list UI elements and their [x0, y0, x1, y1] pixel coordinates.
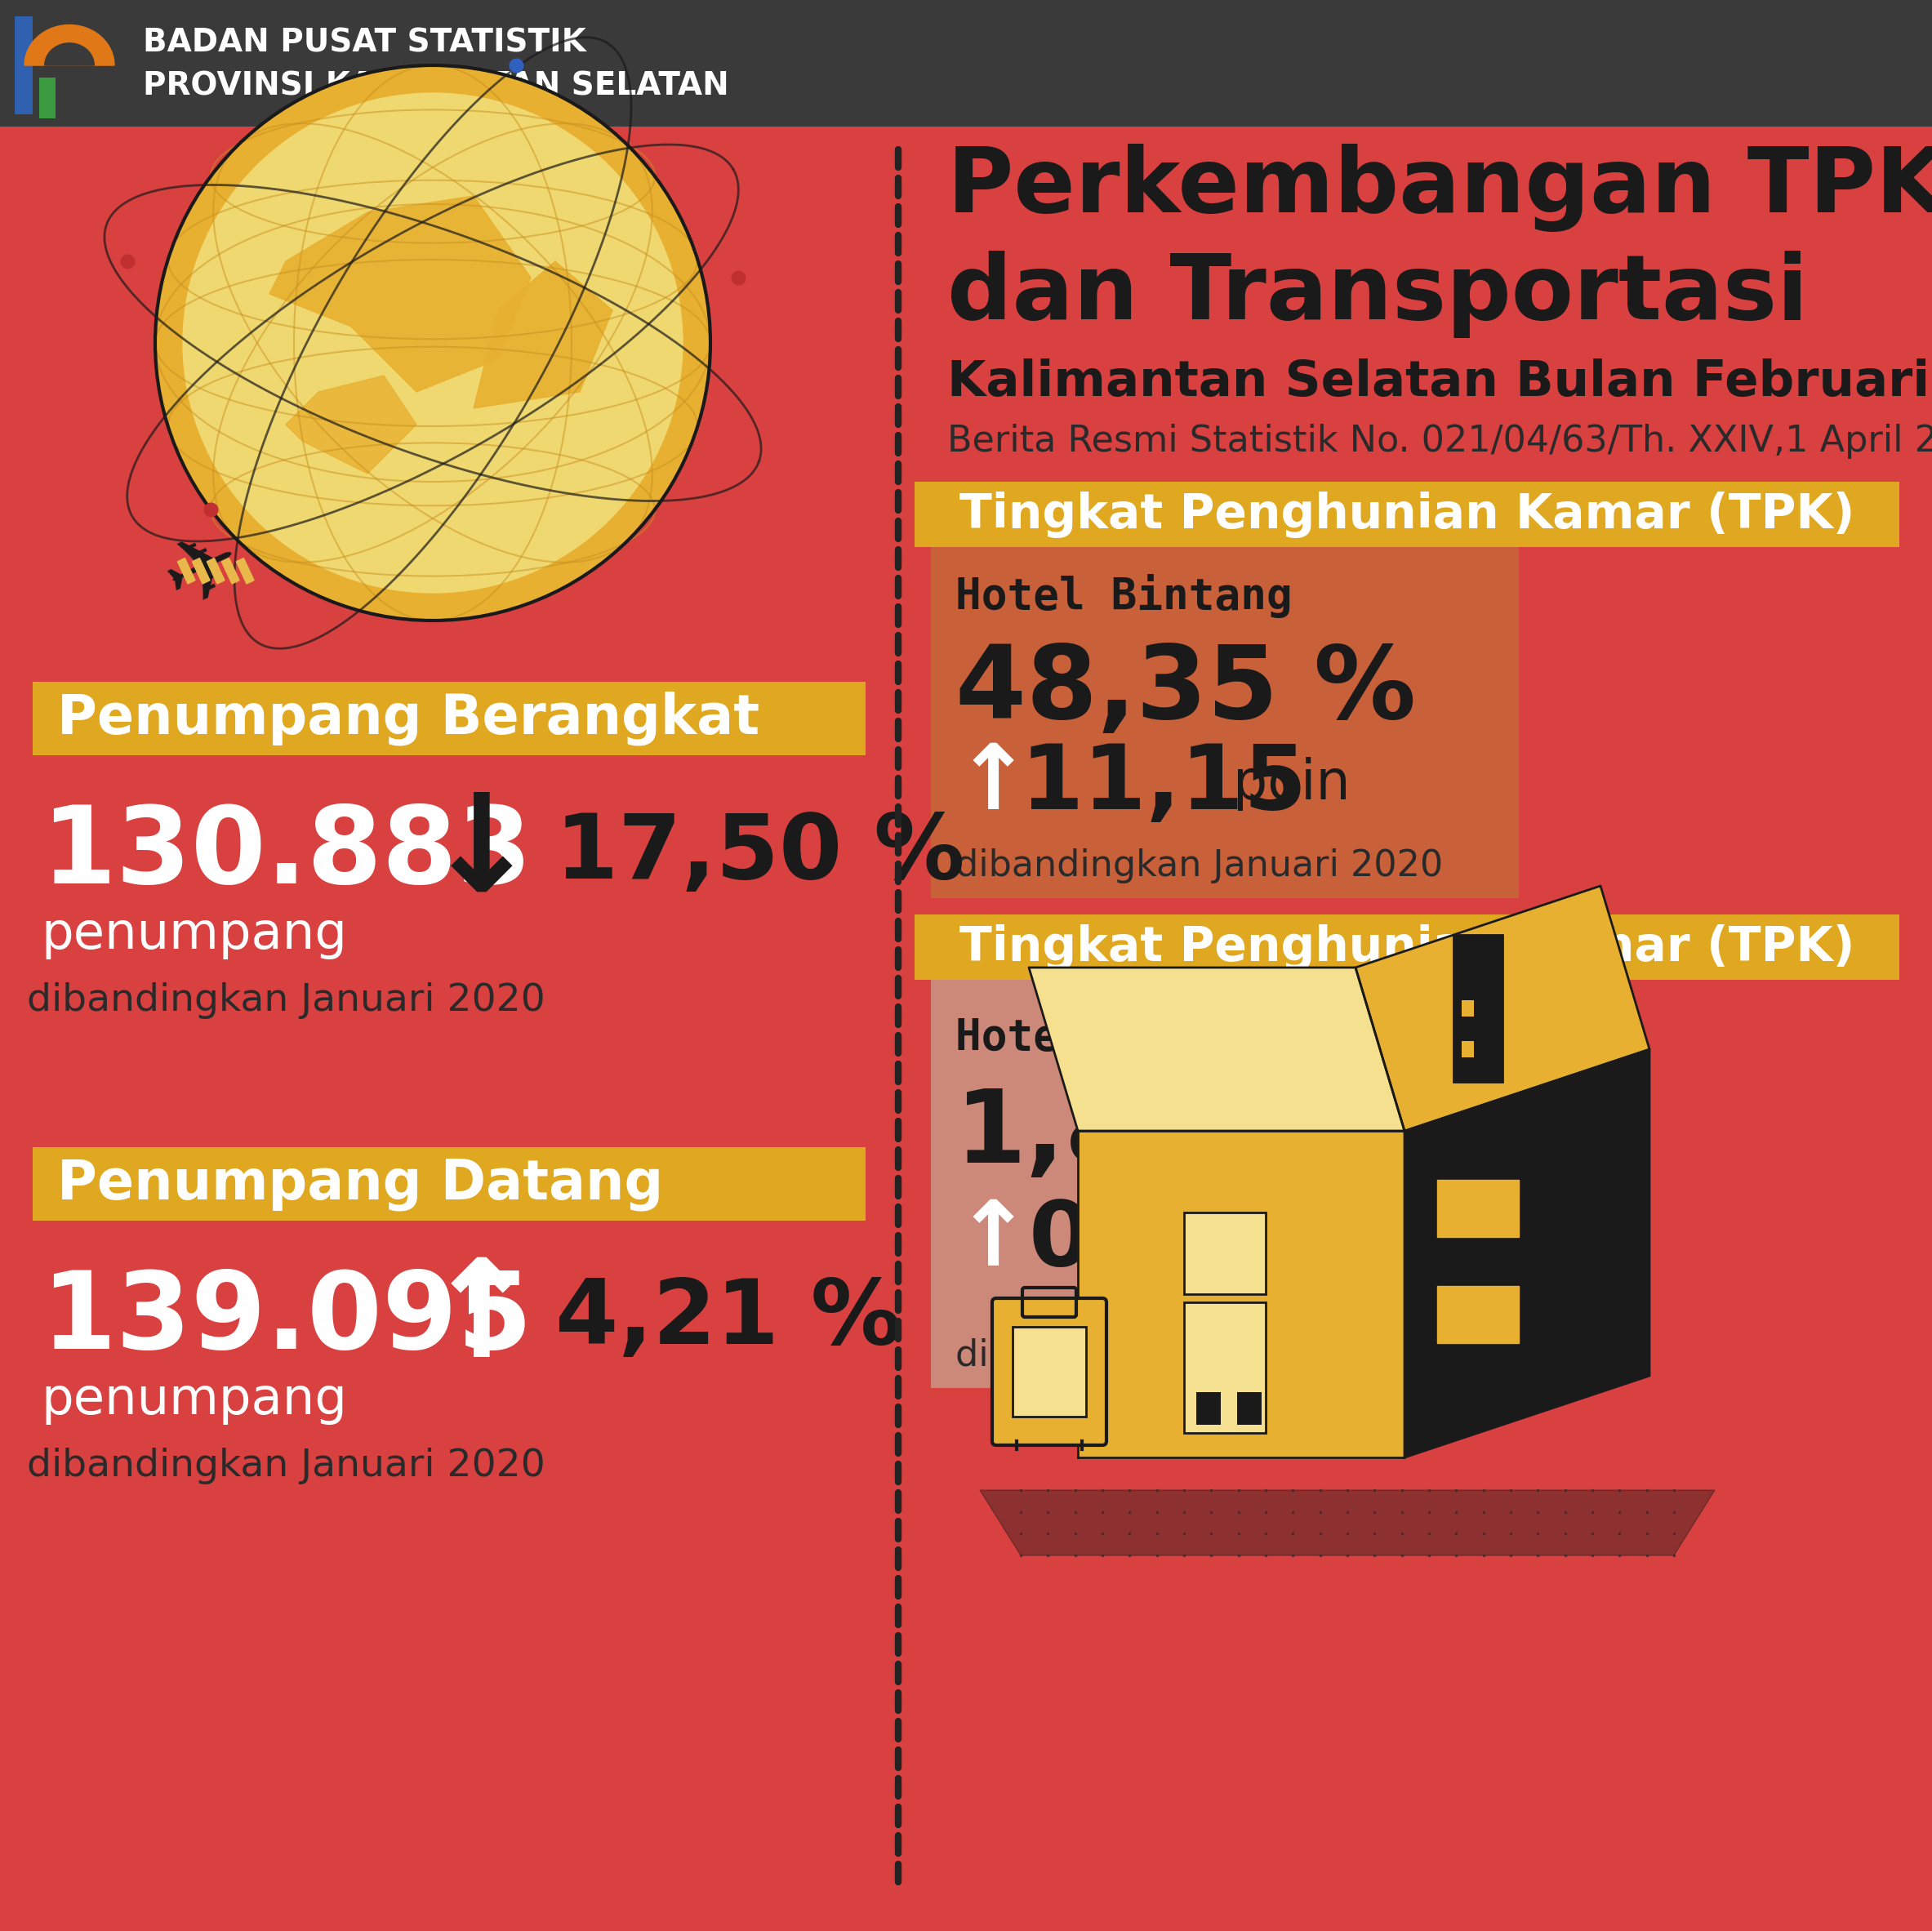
Text: ↑: ↑	[425, 1251, 539, 1385]
FancyBboxPatch shape	[1196, 1392, 1221, 1425]
Text: dibandingkan Januari 2020: dibandingkan Januari 2020	[956, 1338, 1443, 1373]
Text: malam: malam	[1119, 1108, 1314, 1162]
FancyBboxPatch shape	[1453, 935, 1503, 1081]
Text: 139.095: 139.095	[41, 1267, 533, 1371]
Circle shape	[155, 66, 711, 620]
Bar	[207, 558, 224, 583]
FancyBboxPatch shape	[33, 1147, 866, 1220]
FancyBboxPatch shape	[1236, 1392, 1262, 1425]
Text: 4,21 %: 4,21 %	[554, 1274, 902, 1361]
FancyBboxPatch shape	[1463, 1041, 1474, 1058]
Text: poin: poin	[1233, 757, 1350, 811]
FancyBboxPatch shape	[1012, 1327, 1086, 1417]
Polygon shape	[1356, 886, 1650, 1132]
Text: Perkembangan TPK Hotel: Perkembangan TPK Hotel	[947, 143, 1932, 232]
FancyBboxPatch shape	[914, 915, 1899, 979]
Text: 17,50 %: 17,50 %	[554, 809, 964, 896]
Bar	[191, 558, 211, 583]
Polygon shape	[25, 25, 114, 66]
Bar	[236, 558, 253, 583]
Polygon shape	[980, 1491, 1716, 1554]
Polygon shape	[269, 195, 531, 392]
Text: dibandingkan Januari 2020: dibandingkan Januari 2020	[27, 1446, 545, 1483]
Polygon shape	[1078, 1132, 1405, 1458]
FancyBboxPatch shape	[0, 0, 1932, 127]
Text: BADAN PUSAT STATISTIK: BADAN PUSAT STATISTIK	[143, 27, 585, 58]
Text: 11,15: 11,15	[1020, 740, 1308, 828]
Text: ↓: ↓	[425, 786, 539, 919]
Circle shape	[184, 93, 682, 593]
Text: Hotel Bintang: Hotel Bintang	[956, 574, 1293, 618]
Text: Penumpang Datang: Penumpang Datang	[58, 1157, 663, 1211]
FancyBboxPatch shape	[1184, 1301, 1265, 1433]
Text: ↑: ↑	[956, 740, 1032, 828]
Text: ↑: ↑	[956, 1197, 1032, 1284]
FancyBboxPatch shape	[1184, 1213, 1265, 1294]
FancyBboxPatch shape	[931, 979, 1503, 1388]
Polygon shape	[44, 42, 95, 66]
Text: 1,88: 1,88	[956, 1085, 1208, 1184]
FancyBboxPatch shape	[993, 1298, 1107, 1444]
Text: Kalimantan Selatan Bulan Februari 2020: Kalimantan Selatan Bulan Februari 2020	[947, 357, 1932, 406]
Polygon shape	[473, 261, 612, 407]
FancyBboxPatch shape	[1437, 1286, 1519, 1344]
Polygon shape	[286, 377, 417, 473]
Text: penumpang: penumpang	[41, 910, 348, 960]
Text: 130.883: 130.883	[41, 801, 531, 906]
Text: Hotel Bintang: Hotel Bintang	[956, 1016, 1293, 1058]
Text: dibandingkan Januari 2020: dibandingkan Januari 2020	[956, 848, 1443, 882]
Text: Penumpang Berangkat: Penumpang Berangkat	[58, 691, 759, 745]
Text: ✈: ✈	[151, 516, 257, 628]
Text: dan Transportasi: dan Transportasi	[947, 251, 1808, 338]
FancyBboxPatch shape	[914, 481, 1899, 546]
FancyBboxPatch shape	[15, 15, 33, 114]
Text: penumpang: penumpang	[41, 1375, 348, 1425]
FancyBboxPatch shape	[33, 682, 866, 755]
Text: 48,35 %: 48,35 %	[956, 641, 1416, 740]
FancyBboxPatch shape	[1437, 1180, 1519, 1238]
Bar	[178, 558, 195, 583]
Polygon shape	[1405, 1049, 1650, 1458]
Polygon shape	[1030, 967, 1405, 1132]
FancyBboxPatch shape	[39, 77, 56, 118]
Text: 0,45: 0,45	[1030, 1197, 1252, 1284]
Text: Tingkat Penghunian Kamar (TPK): Tingkat Penghunian Kamar (TPK)	[960, 490, 1855, 537]
Text: Berita Resmi Statistik No. 021/04/63/Th. XXIV,1 April 2020: Berita Resmi Statistik No. 021/04/63/Th.…	[947, 423, 1932, 458]
Text: dibandingkan Januari 2020: dibandingkan Januari 2020	[27, 981, 545, 1018]
Text: Tingkat Penghunian Kamar (TPK): Tingkat Penghunian Kamar (TPK)	[960, 923, 1855, 971]
Text: PROVINSI KALIMANTAN SELATAN: PROVINSI KALIMANTAN SELATAN	[143, 70, 728, 100]
FancyBboxPatch shape	[1463, 1000, 1474, 1016]
FancyBboxPatch shape	[931, 546, 1519, 898]
Bar	[222, 558, 240, 583]
